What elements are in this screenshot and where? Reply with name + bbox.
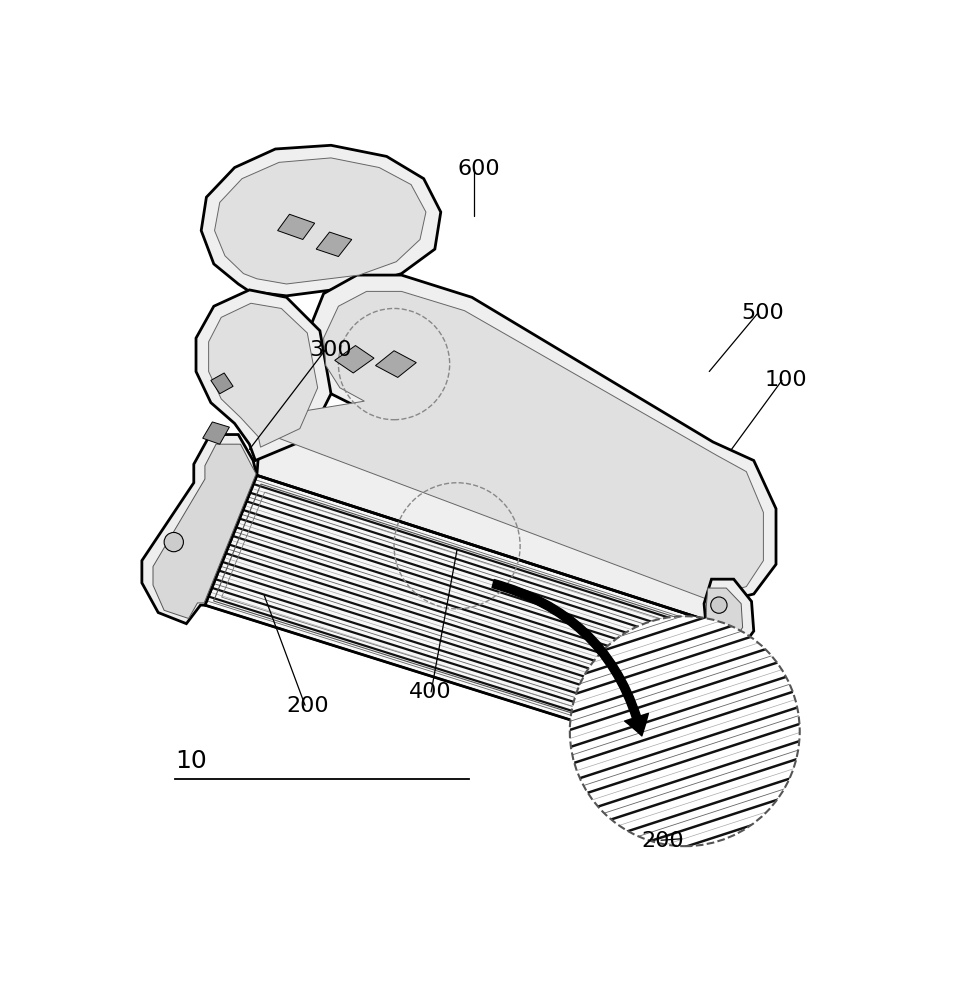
Text: 400: 400 — [409, 682, 452, 702]
Polygon shape — [278, 214, 315, 239]
Text: 200: 200 — [286, 696, 329, 716]
Text: 10: 10 — [175, 749, 207, 773]
Polygon shape — [654, 579, 754, 750]
Text: 200: 200 — [641, 831, 683, 851]
Polygon shape — [259, 291, 764, 599]
Polygon shape — [205, 475, 705, 746]
Text: 600: 600 — [457, 159, 500, 179]
Text: 100: 100 — [765, 370, 808, 390]
Polygon shape — [153, 444, 256, 618]
Polygon shape — [203, 422, 230, 444]
Text: 500: 500 — [741, 303, 784, 323]
Polygon shape — [256, 275, 776, 620]
Polygon shape — [211, 373, 234, 394]
Polygon shape — [335, 346, 374, 373]
Circle shape — [711, 597, 727, 613]
Text: 300: 300 — [309, 340, 351, 360]
Polygon shape — [669, 729, 689, 742]
FancyArrowPatch shape — [492, 580, 649, 736]
Polygon shape — [316, 232, 352, 257]
Polygon shape — [196, 290, 331, 460]
Polygon shape — [209, 303, 318, 447]
Circle shape — [569, 616, 800, 846]
Polygon shape — [375, 351, 416, 377]
Polygon shape — [655, 588, 743, 748]
Circle shape — [165, 532, 184, 552]
Polygon shape — [214, 158, 426, 284]
Polygon shape — [142, 435, 256, 624]
Polygon shape — [201, 145, 441, 296]
